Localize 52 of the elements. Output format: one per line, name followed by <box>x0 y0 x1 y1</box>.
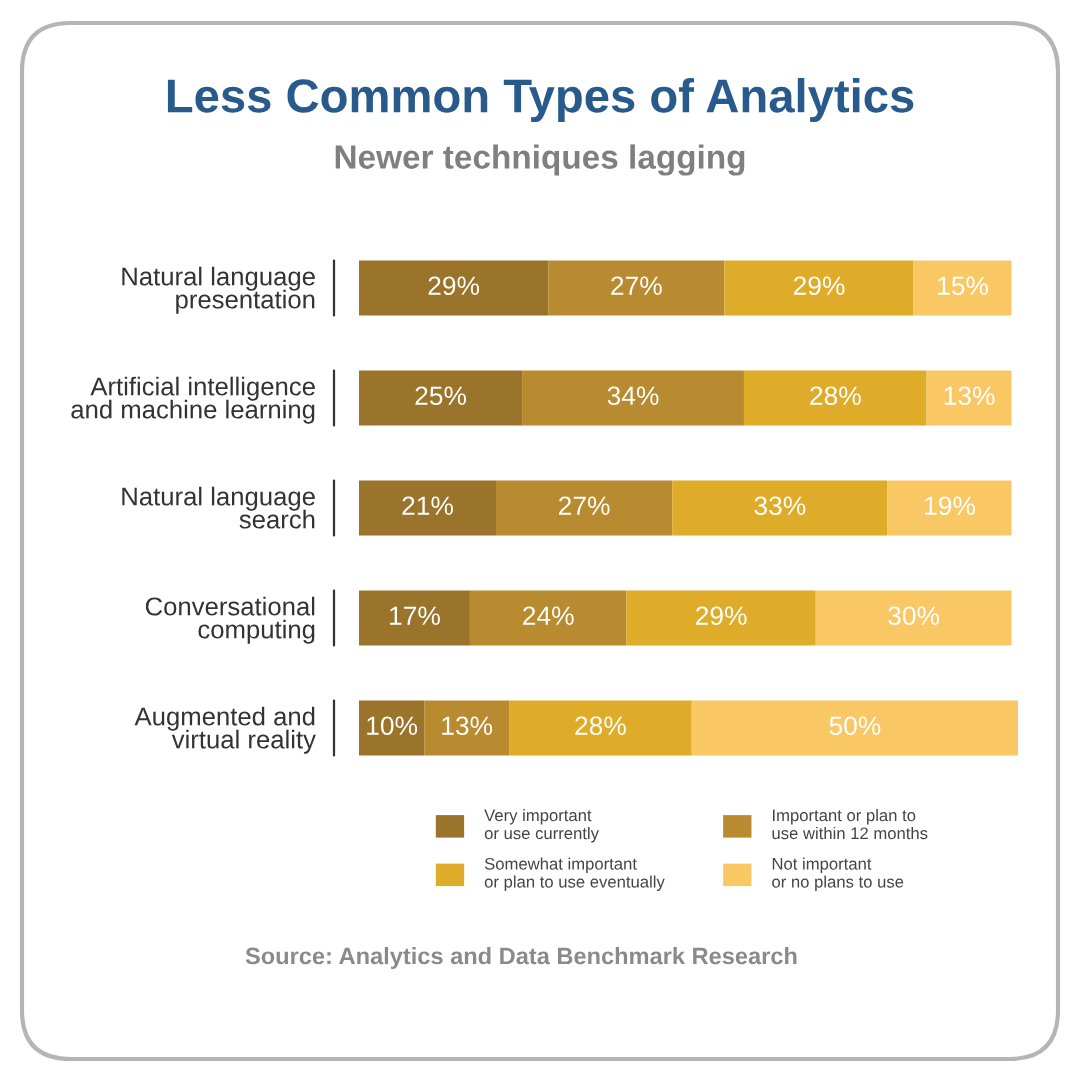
data-label: 29% <box>696 606 747 626</box>
bar <box>913 260 1012 316</box>
bar <box>359 480 497 536</box>
y-tick-label: Artificial intelligence and machine learning <box>71 376 315 424</box>
data-label: 13% <box>442 716 493 736</box>
bar <box>626 590 816 646</box>
bar <box>887 480 1012 536</box>
data-label: 30% <box>888 606 940 626</box>
data-label: 27% <box>611 276 662 295</box>
y-tick-label: Conversational computing <box>145 596 315 644</box>
bar <box>509 700 692 756</box>
source-note: Source: Analytics and Data Benchmark Research <box>245 946 797 970</box>
bar <box>359 700 425 756</box>
legend-label: Important or plan to use within 12 months <box>772 809 928 840</box>
data-label: 50% <box>829 716 881 736</box>
legend-label: Not important or no plans to use <box>772 857 904 891</box>
bar <box>496 480 673 536</box>
data-label: 29% <box>428 276 480 296</box>
bar <box>815 590 1012 646</box>
chart-subtitle: Newer techniques lagging <box>335 144 745 176</box>
bar <box>469 590 627 646</box>
data-label: 33% <box>754 496 806 516</box>
data-label: 10% <box>367 716 418 736</box>
data-label: 28% <box>575 716 626 736</box>
data-label: 34% <box>607 386 659 406</box>
bar <box>424 700 510 756</box>
bar <box>743 370 927 426</box>
data-label: 25% <box>415 386 467 406</box>
bar <box>926 370 1012 426</box>
chart-title: Less Common Types of Analytics <box>167 77 914 123</box>
data-label: 24% <box>523 606 574 625</box>
data-label: 17% <box>390 606 440 625</box>
bar <box>548 260 725 316</box>
bar <box>522 370 744 426</box>
y-tick-label: Natural language search <box>122 486 315 529</box>
bar <box>672 480 888 536</box>
data-label: 15% <box>938 276 989 296</box>
bar <box>359 370 523 426</box>
data-label: 28% <box>810 386 861 406</box>
data-label: 21% <box>402 496 453 515</box>
y-tick-label: Natural language presentation <box>122 266 315 314</box>
bar <box>724 260 914 316</box>
bar <box>359 590 470 646</box>
bar <box>359 260 549 316</box>
data-label: 29% <box>793 276 845 296</box>
y-tick-label: Augmented and virtual reality <box>134 706 316 754</box>
data-label: 19% <box>925 496 975 516</box>
data-label: 27% <box>559 496 610 515</box>
data-label: 13% <box>944 386 995 406</box>
legend-label: Somewhat important or plan to use eventually <box>484 857 665 891</box>
legend-label: Very important or use currently <box>484 809 599 843</box>
bar <box>691 700 1018 756</box>
